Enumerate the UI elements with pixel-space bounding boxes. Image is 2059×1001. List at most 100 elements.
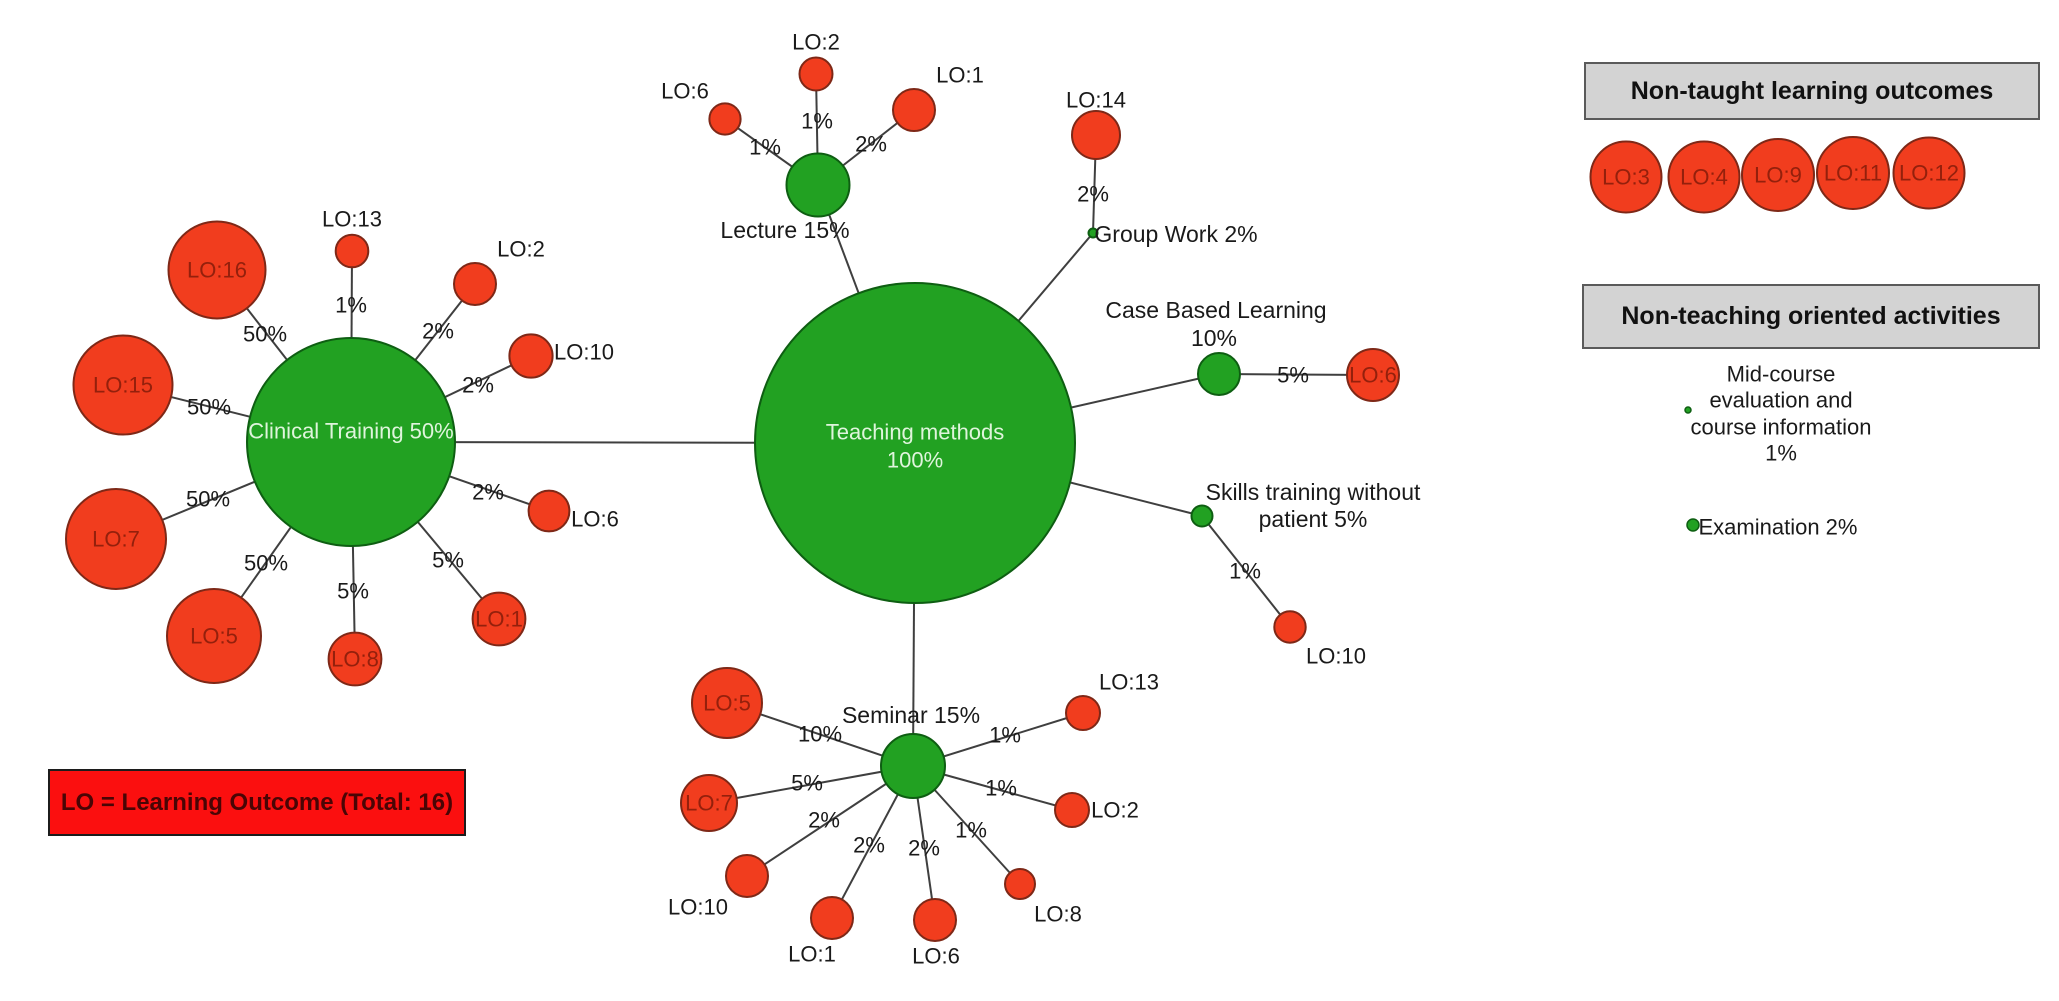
node-label-c5-0: LO:5 [190, 624, 238, 649]
legend-activity-label-midcourse-3: 1% [1765, 441, 1797, 466]
legend-non-teaching-title: Non-teaching oriented activities [1621, 302, 2001, 330]
edge-label-skills-s10: 1% [1229, 559, 1261, 584]
legend-non-taught-title: Non-taught learning outcomes [1630, 76, 1994, 105]
node-label-skills-1: patient 5% [1259, 506, 1368, 532]
node-label-m8-0: LO:8 [1034, 902, 1082, 927]
node-label-m6-0: LO:6 [912, 944, 960, 969]
node-label-teaching-1: 100% [887, 448, 943, 473]
node-seminar [880, 733, 946, 799]
node-c13 [334, 233, 370, 269]
node-label-skills-0: Skills training without [1206, 479, 1421, 505]
legend-outcome-circle-lo-12 [1892, 136, 1966, 210]
node-c15 [72, 334, 174, 436]
legend-outcome-circle-lo-4 [1667, 140, 1741, 214]
node-label-c6-0: LO:6 [571, 507, 619, 532]
node-teaching [754, 282, 1076, 604]
legend-outcome-label-lo-9: LO:9 [1754, 163, 1802, 188]
node-c2 [453, 262, 497, 306]
node-m7 [680, 774, 738, 832]
edge-label-seminar-m13: 1% [989, 723, 1021, 748]
node-label-m1-0: LO:1 [788, 942, 836, 967]
edge-label-seminar-m1: 2% [853, 833, 885, 858]
legend-outcome-circle-lo-11 [1816, 136, 1890, 210]
node-m10 [725, 854, 769, 898]
legend-outcome-circle-lo-9 [1741, 138, 1815, 212]
node-l1 [892, 88, 936, 132]
node-m1 [810, 896, 854, 940]
node-m8 [1004, 868, 1036, 900]
node-label-groupwork-0: Group Work 2% [1094, 221, 1257, 247]
legend-non-taught-header: Non-taught learning outcomes [1584, 62, 2040, 120]
node-c7 [65, 488, 167, 590]
edge-label-clinical-c8: 5% [337, 579, 369, 604]
edge-label-clinical-c6: 2% [472, 480, 504, 505]
node-m6 [913, 898, 957, 942]
node-label-m10-0: LO:10 [668, 895, 728, 920]
node-c16 [167, 220, 267, 320]
edge-label-seminar-m6: 2% [908, 836, 940, 861]
node-m2 [1054, 792, 1090, 828]
node-c8 [327, 631, 383, 687]
edge-label-seminar-m2: 1% [985, 776, 1017, 801]
node-label-m5-0: LO:5 [703, 691, 751, 716]
legend-outcome-circle-lo-3 [1589, 140, 1663, 214]
edge-label-clinical-c16: 50% [243, 322, 287, 347]
node-label-l2-0: LO:2 [792, 30, 840, 55]
node-label-c8-0: LO:8 [331, 647, 379, 672]
edge-label-seminar-m10: 2% [808, 808, 840, 833]
edge-label-groupwork-g14: 2% [1077, 182, 1109, 207]
edge-label-clinical-c10: 2% [462, 373, 494, 398]
edge-label-clinical-c15: 50% [187, 395, 231, 420]
node-label-m2-0: LO:2 [1091, 798, 1139, 823]
edge-label-lecture-l6: 1% [749, 135, 781, 160]
node-s10 [1273, 610, 1307, 644]
edge-label-clinical-c5: 50% [244, 551, 288, 576]
node-clinical [246, 337, 456, 547]
node-groupwork [1087, 227, 1099, 239]
node-label-c16-0: LO:16 [187, 258, 247, 283]
node-l2 [798, 56, 834, 92]
edge-label-seminar-m8: 1% [955, 818, 987, 843]
node-label-cbl-1: 10% [1191, 325, 1237, 351]
legend-activity-label-midcourse-1: evaluation and [1709, 388, 1852, 413]
node-g14 [1071, 110, 1121, 160]
node-label-cbl-0: Case Based Learning [1105, 297, 1326, 323]
node-label-seminar-0: Seminar 15% [842, 702, 980, 728]
node-label-lecture-0: Lecture 15% [720, 217, 849, 243]
node-label-l6-0: LO:6 [661, 79, 709, 104]
node-c6 [527, 489, 571, 533]
node-label-s10-0: LO:10 [1306, 644, 1366, 669]
edge-label-lecture-l1: 2% [855, 132, 887, 157]
node-label-c7-0: LO:7 [92, 527, 140, 552]
note-box: LO = Learning Outcome (Total: 16) [48, 769, 466, 836]
node-label-clinical-0: Clinical Training 50% [248, 419, 453, 444]
edge-seminar-m7 [708, 765, 914, 804]
edge-label-clinical-c2: 2% [422, 319, 454, 344]
edge-label-cbl-b6: 5% [1277, 363, 1309, 388]
node-c5 [166, 588, 262, 684]
node-label-c15-0: LO:15 [93, 373, 153, 398]
node-label-c2-0: LO:2 [497, 237, 545, 262]
node-label-c10-0: LO:10 [554, 340, 614, 365]
node-label-c1-0: LO:1 [475, 607, 523, 632]
legend-activity-label-examination-0: Examination 2% [1699, 515, 1858, 540]
legend-outcome-label-lo-11: LO:11 [1824, 161, 1882, 186]
legend-activity-dot-examination [1686, 518, 1700, 532]
legend-outcome-label-lo-12: LO:12 [1899, 161, 1959, 186]
node-b6 [1346, 348, 1400, 402]
node-skills [1190, 504, 1214, 528]
edge-label-seminar-m5: 10% [798, 722, 842, 747]
node-cbl [1197, 352, 1241, 396]
legend-outcome-label-lo-4: LO:4 [1680, 165, 1728, 190]
edge-label-seminar-m7: 5% [791, 771, 823, 796]
edge-label-clinical-c7: 50% [186, 487, 230, 512]
edge-seminar-m10 [746, 765, 914, 877]
node-label-m13-0: LO:13 [1099, 670, 1159, 695]
edge-label-clinical-c13: 1% [335, 293, 367, 318]
node-label-g14-0: LO:14 [1066, 88, 1126, 113]
node-m13 [1065, 695, 1101, 731]
legend-non-teaching-header: Non-teaching oriented activities [1582, 284, 2040, 349]
node-label-b6-0: LO:6 [1349, 363, 1397, 388]
node-m5 [691, 667, 763, 739]
